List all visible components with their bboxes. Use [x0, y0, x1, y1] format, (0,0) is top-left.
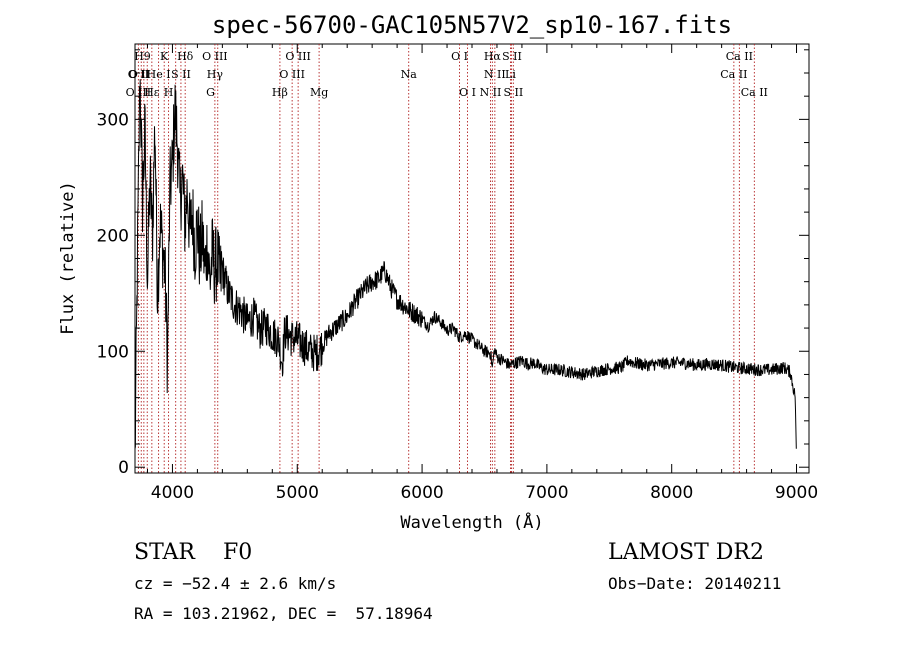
spectral-line-label: He I	[147, 68, 171, 81]
coordinates: RA = 103.21962, DEC = 57.18964	[134, 604, 433, 623]
x-tick-label: 4000	[151, 483, 194, 503]
spectral-line-label: Li	[505, 68, 516, 81]
spectral-line-label: O I	[459, 86, 476, 99]
spectral-line-label: Ca II	[741, 86, 768, 99]
y-tick-label: 300	[97, 110, 129, 130]
spectral-line-label: Hδ	[177, 50, 194, 63]
spectral-line-label: Hα	[484, 50, 502, 63]
x-tick-label: 7000	[525, 483, 568, 503]
y-axis-label: Flux (relative)	[58, 181, 78, 335]
spectral-line-label: Hγ	[207, 68, 224, 81]
spectral-line-label: O II	[128, 68, 149, 81]
spectral-line-label: N II	[484, 68, 506, 81]
spectral-line-label: Na	[401, 68, 418, 81]
spectral-line-label: Hβ	[272, 86, 288, 99]
spectral-line-label: S II	[503, 86, 523, 99]
spectral-line-label: H9	[134, 50, 151, 63]
spectral-line-label: Mg	[310, 86, 328, 99]
spectral-line-label: G	[206, 86, 215, 99]
spectral-line-label: Ca II	[726, 50, 753, 63]
spectral-line-label: H	[164, 86, 174, 99]
spectral-line-label: N II	[480, 86, 502, 99]
spectral-line-label: O II	[129, 68, 150, 81]
x-tick-label: 8000	[650, 483, 693, 503]
spectral-line-label: O I	[451, 50, 468, 63]
spectral-line-label: O III	[202, 50, 228, 63]
chart-title: spec-56700-GAC105N57V2_sp10-167.fits	[212, 11, 732, 39]
spectral-line-label: K	[160, 50, 169, 63]
spectral-line-label: Hε	[144, 86, 160, 99]
x-tick-label: 6000	[400, 483, 443, 503]
spectral-line-label: Ca II	[720, 68, 747, 81]
spectral-line-label: S II	[171, 68, 191, 81]
spectral-line-label: O III	[126, 86, 152, 99]
plot-frame	[134, 43, 810, 474]
x-axis-label: Wavelength (Å)	[400, 511, 543, 533]
y-tick-label: 100	[97, 342, 129, 362]
y-tick-label: 200	[97, 226, 129, 246]
spectral-line-label: O III	[279, 68, 305, 81]
spectral-line-label: S II	[502, 50, 522, 63]
redshift-text: cz = −52.4 ± 2.6 km/s	[134, 574, 337, 593]
spectrum-line	[134, 79, 797, 449]
obs-date: Obs−Date: 20140211	[608, 574, 782, 593]
survey-name: LAMOST DR2	[608, 540, 764, 565]
y-tick-label: 0	[118, 458, 129, 478]
x-tick-label: 5000	[276, 483, 319, 503]
spectral-line-label: O III	[285, 50, 311, 63]
spectrum-chart: spec-56700-GAC105N57V2_sp10-167.fits Wav…	[58, 11, 818, 533]
object-class: STAR F0	[134, 540, 253, 565]
x-tick-label: 9000	[775, 483, 818, 503]
